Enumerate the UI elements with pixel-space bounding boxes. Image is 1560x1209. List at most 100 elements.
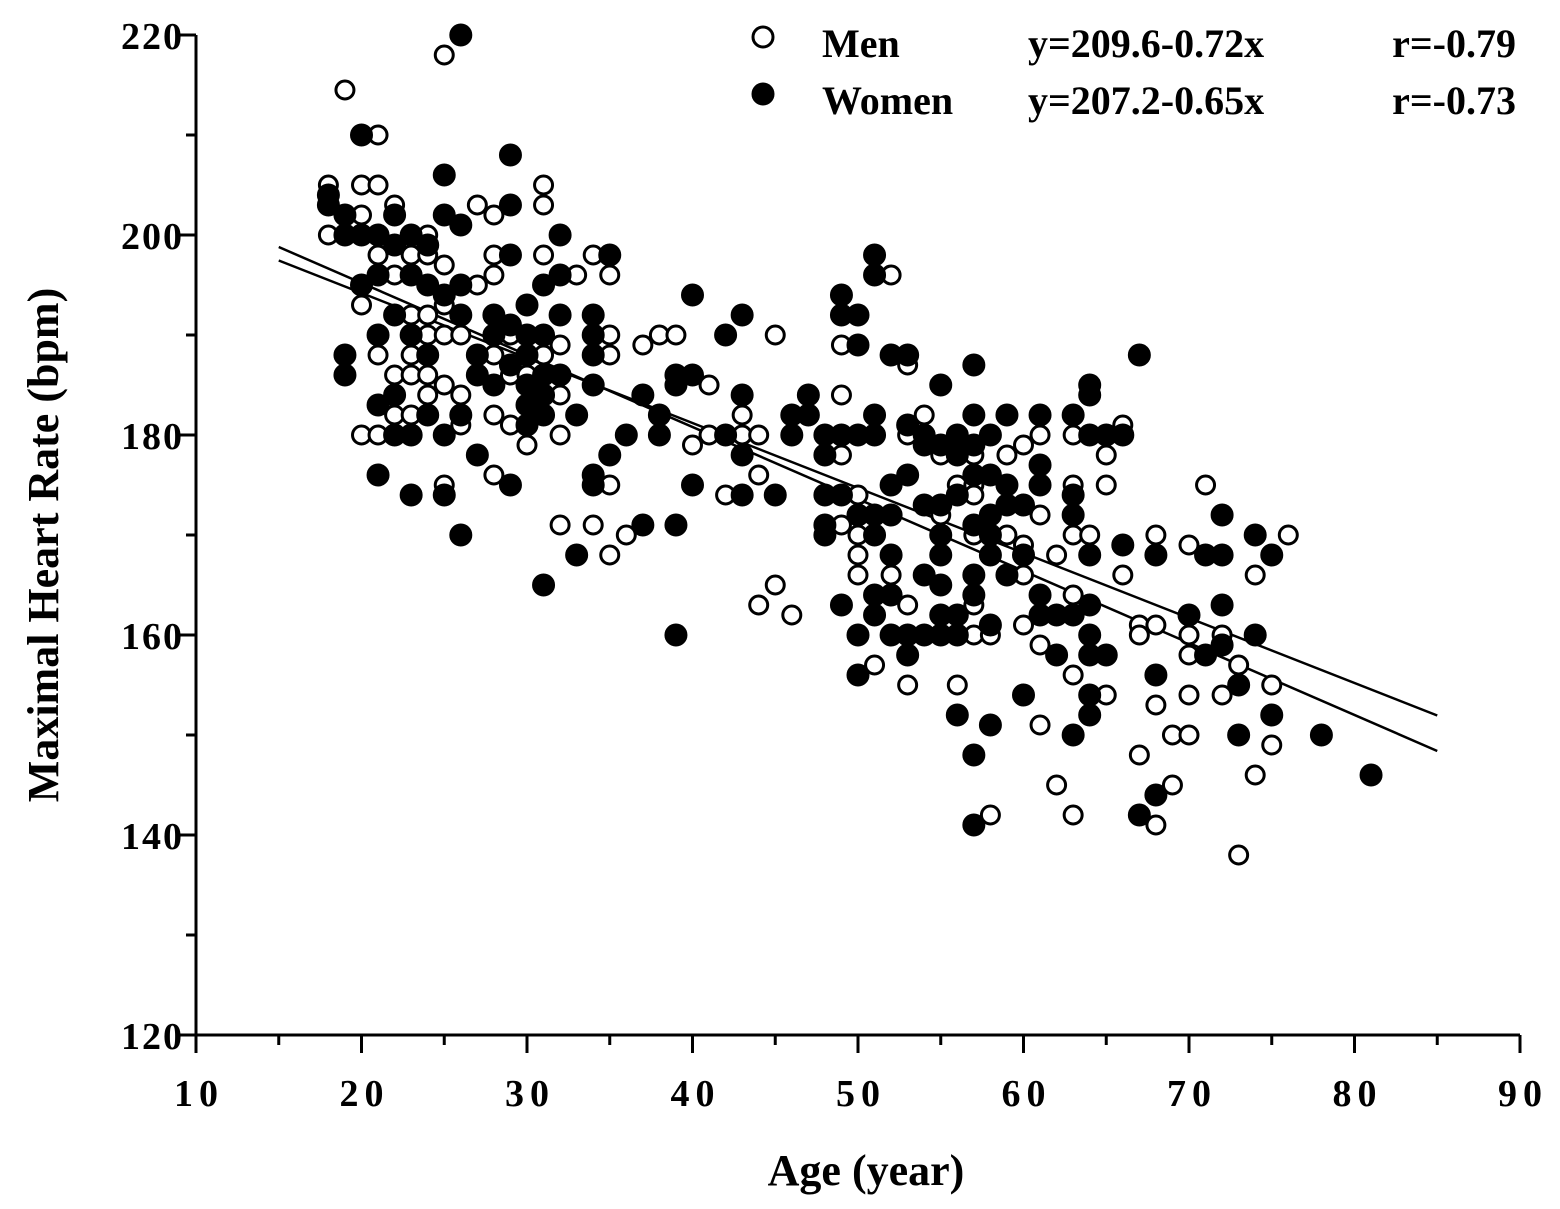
men-point [1145, 614, 1167, 636]
women-point [565, 403, 589, 427]
women-point [962, 743, 986, 767]
women-point [879, 473, 903, 497]
men-point [599, 264, 621, 286]
men-point [847, 544, 869, 566]
women-point [1061, 503, 1085, 527]
women-point [978, 523, 1002, 547]
women-point [1061, 603, 1085, 627]
women-point [482, 373, 506, 397]
x-tick-label: 10 [174, 1073, 224, 1115]
women-point [1012, 493, 1035, 517]
y-tick-label: 160 [121, 616, 184, 658]
women-point [1078, 623, 1102, 647]
men-point [682, 434, 703, 456]
men-point [1244, 564, 1266, 586]
men-point [351, 294, 372, 316]
legend-equation: y=207.2-0.65x [1028, 78, 1264, 123]
women-point [978, 613, 1002, 637]
men-point [599, 544, 621, 566]
y-tick-label: 180 [121, 416, 184, 458]
women-point [383, 303, 407, 327]
women-point [863, 243, 887, 267]
men-point [1062, 664, 1084, 686]
men-point [781, 604, 803, 626]
women-point [432, 283, 456, 307]
women-point [416, 403, 440, 427]
legend-equation: y=209.6-0.72x [1028, 21, 1264, 66]
women-point [829, 283, 853, 307]
women-point [714, 323, 738, 347]
women-point [1359, 763, 1383, 787]
x-tick-label: 30 [505, 1073, 555, 1115]
men-point [731, 404, 753, 426]
women-point [714, 423, 738, 447]
women-point [945, 623, 969, 647]
women-point [962, 563, 986, 587]
women-point [366, 323, 390, 347]
x-tick-label: 20 [340, 1073, 390, 1115]
men-point [1244, 764, 1266, 786]
men-point [1046, 544, 1068, 566]
women-point [813, 443, 837, 467]
women-point [780, 423, 804, 447]
women-point [929, 493, 953, 517]
men-point [847, 564, 869, 586]
women-point [1078, 683, 1102, 707]
women-point [929, 543, 953, 567]
data-points [316, 23, 1383, 866]
women-point [1111, 533, 1135, 557]
legend-label: Women [822, 78, 953, 123]
women-point [879, 543, 903, 567]
women-point [432, 483, 456, 507]
women-point [1028, 453, 1052, 477]
y-tick-label: 200 [121, 216, 184, 258]
women-point [879, 583, 903, 607]
men-point [1261, 734, 1283, 756]
men-point [632, 334, 654, 356]
women-point [1111, 423, 1135, 447]
women-point [399, 323, 423, 347]
men-point [748, 464, 770, 486]
women-point [664, 513, 688, 537]
women-point [399, 483, 423, 507]
men-point [1029, 714, 1051, 736]
women-point [532, 273, 556, 297]
men-point [483, 204, 505, 226]
legend-r-value: r=-0.73 [1392, 78, 1516, 123]
women-point [896, 343, 920, 367]
women-point [482, 323, 506, 347]
women-point [1210, 543, 1234, 567]
men-point [533, 174, 555, 196]
men-point [367, 174, 389, 196]
women-point [1243, 523, 1267, 547]
women-point [548, 303, 572, 327]
women-point [846, 333, 870, 357]
men-point [417, 364, 439, 386]
women-point [399, 423, 423, 447]
men-point [665, 324, 687, 346]
women-point [945, 603, 969, 627]
women-point [366, 223, 390, 247]
women-point [1177, 603, 1201, 627]
women-point [1078, 593, 1102, 617]
women-point [515, 413, 539, 437]
men-point [880, 564, 902, 586]
women-point [581, 373, 605, 397]
legend: Men y=209.6-0.72x r=-0.79 Women y=207.2-0.65… [751, 21, 1516, 123]
y-tick-label: 120 [121, 1016, 184, 1058]
women-point [631, 513, 655, 537]
men-point [466, 194, 488, 216]
women-point [962, 353, 986, 377]
women-point [962, 403, 986, 427]
women-point [366, 393, 390, 417]
men-point [1261, 674, 1283, 696]
women-point [449, 23, 473, 47]
women-point [846, 303, 870, 327]
women-point [1194, 643, 1218, 667]
women-point [796, 383, 820, 407]
women-point [664, 373, 688, 397]
women-point [498, 313, 522, 337]
men-point [1178, 534, 1200, 556]
x-tick-label: 40 [671, 1073, 721, 1115]
men-point [748, 594, 770, 616]
